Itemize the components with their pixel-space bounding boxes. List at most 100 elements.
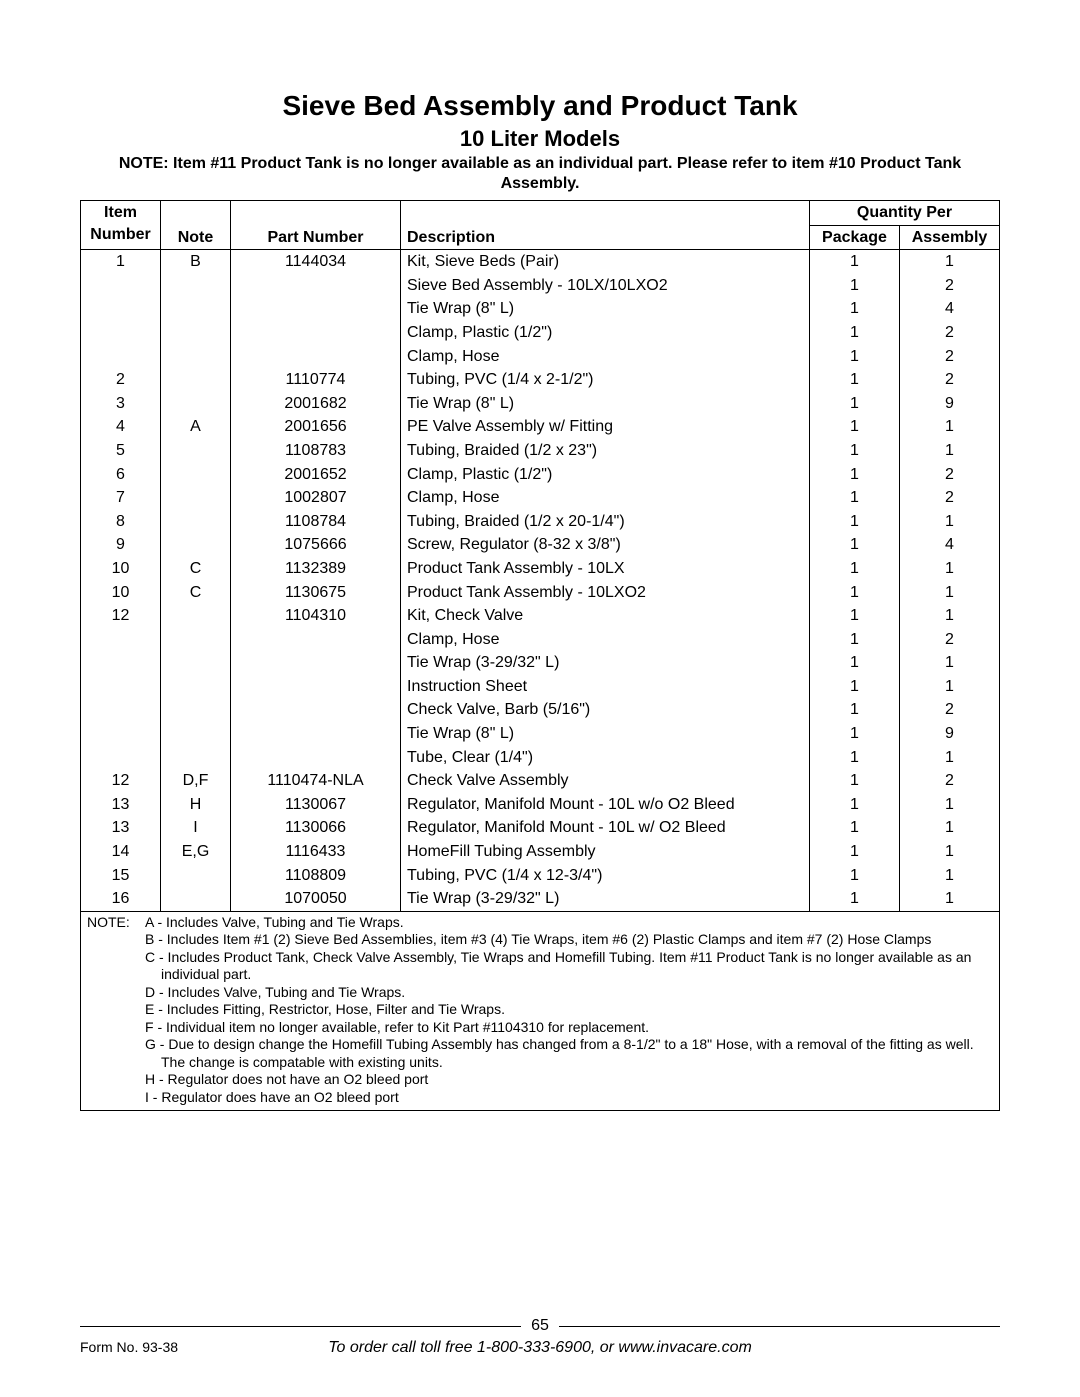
cell-note	[161, 274, 231, 298]
cell-pkg: 1	[809, 439, 899, 463]
cell-asm: 9	[899, 722, 999, 746]
cell-item: 14	[81, 840, 161, 864]
cell-pkg: 1	[809, 793, 899, 817]
page-subtitle: 10 Liter Models	[80, 126, 1000, 152]
cell-item: 9	[81, 533, 161, 557]
table-row: 13I1130066Regulator, Manifold Mount - 10…	[81, 816, 1000, 840]
parts-table: Item Number Note Part Number Description…	[80, 200, 1000, 912]
page-footer: 65 Form No. 93-38 To order call toll fre…	[80, 1317, 1000, 1357]
cell-desc: Clamp, Plastic (1/2")	[401, 463, 810, 487]
cell-item	[81, 651, 161, 675]
cell-note: H	[161, 793, 231, 817]
col-item: Item Number	[81, 201, 161, 250]
footnotes-block: NOTE: A - Includes Valve, Tubing and Tie…	[80, 912, 1000, 1112]
cell-note	[161, 510, 231, 534]
cell-part: 1002807	[231, 486, 401, 510]
cell-item	[81, 746, 161, 770]
cell-note	[161, 887, 231, 911]
page: Sieve Bed Assembly and Product Tank 10 L…	[0, 0, 1080, 1397]
table-row: 1B1144034Kit, Sieve Beds (Pair)11	[81, 250, 1000, 274]
col-note: Note	[161, 201, 231, 250]
cell-desc: Tube, Clear (1/4")	[401, 746, 810, 770]
table-row: 151108809Tubing, PVC (1/4 x 12-3/4")11	[81, 864, 1000, 888]
cell-desc: Kit, Check Valve	[401, 604, 810, 628]
cell-desc: Clamp, Hose	[401, 628, 810, 652]
table-row: Instruction Sheet11	[81, 675, 1000, 699]
cell-note	[161, 486, 231, 510]
cell-note: E,G	[161, 840, 231, 864]
cell-asm: 2	[899, 368, 999, 392]
cell-part: 1104310	[231, 604, 401, 628]
cell-part: 1075666	[231, 533, 401, 557]
cell-item	[81, 345, 161, 369]
cell-note	[161, 297, 231, 321]
cell-part	[231, 297, 401, 321]
cell-desc: Tubing, Braided (1/2 x 23")	[401, 439, 810, 463]
cell-note	[161, 463, 231, 487]
cell-item	[81, 698, 161, 722]
cell-desc: PE Valve Assembly w/ Fitting	[401, 415, 810, 439]
cell-part: 1108783	[231, 439, 401, 463]
cell-desc: Check Valve, Barb (5/16")	[401, 698, 810, 722]
cell-asm: 2	[899, 321, 999, 345]
cell-part: 1132389	[231, 557, 401, 581]
cell-pkg: 1	[809, 675, 899, 699]
footnote-item: E - Includes Fitting, Restrictor, Hose, …	[145, 1001, 993, 1019]
col-desc: Description	[401, 201, 810, 250]
cell-item: 7	[81, 486, 161, 510]
col-qty-group: Quantity Per	[809, 201, 999, 226]
cell-asm: 2	[899, 463, 999, 487]
cell-asm: 2	[899, 345, 999, 369]
cell-pkg: 1	[809, 463, 899, 487]
cell-asm: 1	[899, 557, 999, 581]
cell-desc: Tie Wrap (8" L)	[401, 297, 810, 321]
footnote-item: B - Includes Item #1 (2) Sieve Bed Assem…	[145, 931, 993, 949]
cell-pkg: 1	[809, 297, 899, 321]
cell-desc: Tie Wrap (3-29/32" L)	[401, 887, 810, 911]
cell-part: 2001656	[231, 415, 401, 439]
cell-desc: Instruction Sheet	[401, 675, 810, 699]
cell-asm: 2	[899, 698, 999, 722]
table-row: Check Valve, Barb (5/16")12	[81, 698, 1000, 722]
cell-part	[231, 274, 401, 298]
cell-item	[81, 297, 161, 321]
cell-item: 15	[81, 864, 161, 888]
cell-asm: 4	[899, 533, 999, 557]
cell-asm: 2	[899, 486, 999, 510]
table-row: Tie Wrap (3-29/32" L)11	[81, 651, 1000, 675]
cell-pkg: 1	[809, 533, 899, 557]
cell-part: 1130675	[231, 581, 401, 605]
cell-item: 5	[81, 439, 161, 463]
top-note: NOTE: Item #11 Product Tank is no longer…	[80, 154, 1000, 194]
cell-asm: 1	[899, 746, 999, 770]
cell-desc: Screw, Regulator (8-32 x 3/8")	[401, 533, 810, 557]
cell-note	[161, 628, 231, 652]
cell-note	[161, 698, 231, 722]
cell-item: 16	[81, 887, 161, 911]
cell-part: 1116433	[231, 840, 401, 864]
table-row: 12D,F1110474-NLACheck Valve Assembly12	[81, 769, 1000, 793]
table-row: 21110774Tubing, PVC (1/4 x 2-1/2")12	[81, 368, 1000, 392]
cell-item: 13	[81, 816, 161, 840]
cell-note	[161, 392, 231, 416]
cell-asm: 1	[899, 675, 999, 699]
cell-part: 1108784	[231, 510, 401, 534]
cell-part: 1108809	[231, 864, 401, 888]
cell-pkg: 1	[809, 604, 899, 628]
cell-desc: Regulator, Manifold Mount - 10L w/o O2 B…	[401, 793, 810, 817]
table-row: 121104310Kit, Check Valve11	[81, 604, 1000, 628]
cell-part: 1144034	[231, 250, 401, 274]
table-row: Clamp, Plastic (1/2")12	[81, 321, 1000, 345]
table-row: 4A2001656PE Valve Assembly w/ Fitting11	[81, 415, 1000, 439]
col-part: Part Number	[231, 201, 401, 250]
footnote-item: D - Includes Valve, Tubing and Tie Wraps…	[145, 984, 993, 1002]
table-row: 32001682Tie Wrap (8" L)19	[81, 392, 1000, 416]
table-row: Clamp, Hose12	[81, 345, 1000, 369]
cell-asm: 1	[899, 581, 999, 605]
cell-desc: Tubing, PVC (1/4 x 12-3/4")	[401, 864, 810, 888]
col-item-l2: Number	[87, 224, 154, 246]
cell-item	[81, 628, 161, 652]
table-row: 51108783Tubing, Braided (1/2 x 23")11	[81, 439, 1000, 463]
table-row: Sieve Bed Assembly - 10LX/10LXO212	[81, 274, 1000, 298]
footer-rule: 65	[80, 1317, 1000, 1335]
